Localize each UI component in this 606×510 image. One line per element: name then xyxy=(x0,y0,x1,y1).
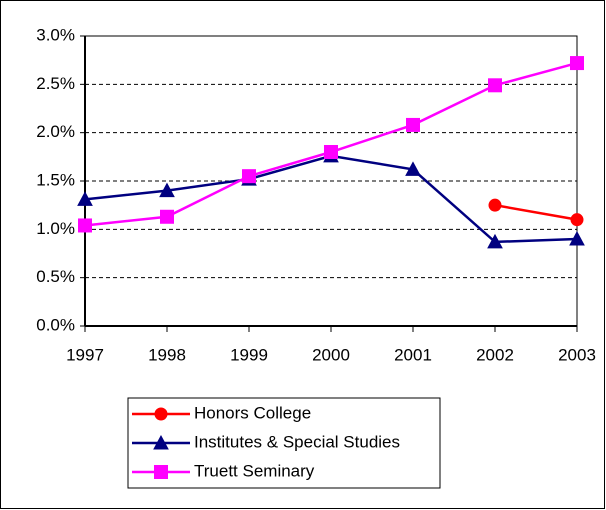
legend-marker xyxy=(154,465,168,479)
data-point xyxy=(488,78,502,93)
data-point xyxy=(78,218,92,233)
y-tick-label: 1.0% xyxy=(36,219,75,238)
y-tick-label: 3.0% xyxy=(36,25,75,44)
data-point xyxy=(242,169,256,184)
data-point xyxy=(159,182,175,198)
x-tick-label: 2003 xyxy=(558,345,596,364)
y-tick-label: 2.0% xyxy=(36,122,75,141)
data-point xyxy=(160,209,174,224)
data-point xyxy=(488,198,502,212)
data-point xyxy=(405,161,421,176)
data-point xyxy=(570,56,584,71)
series-line xyxy=(494,203,578,221)
legend-marker xyxy=(154,407,168,421)
data-point xyxy=(487,233,503,249)
legend-label: Honors College xyxy=(194,403,311,422)
data-point xyxy=(406,117,420,132)
x-tick-label: 2002 xyxy=(476,345,514,364)
x-tick-label: 2000 xyxy=(312,345,350,364)
y-tick-label: 0.0% xyxy=(36,315,75,334)
data-point xyxy=(569,230,585,246)
y-tick-label: 0.5% xyxy=(36,267,75,286)
legend-marker xyxy=(153,434,169,450)
x-tick-label: 1997 xyxy=(66,345,104,364)
legend-label: Truett Seminary xyxy=(194,461,315,480)
y-tick-label: 1.5% xyxy=(36,170,75,189)
data-point xyxy=(77,191,93,206)
data-point xyxy=(324,145,338,159)
x-tick-label: 1999 xyxy=(230,345,268,364)
data-point xyxy=(570,213,584,227)
x-tick-label: 2001 xyxy=(394,345,432,364)
legend-label: Institutes & Special Studies xyxy=(194,432,400,451)
x-tick-label: 1998 xyxy=(148,345,186,364)
y-tick-label: 2.5% xyxy=(36,74,75,93)
